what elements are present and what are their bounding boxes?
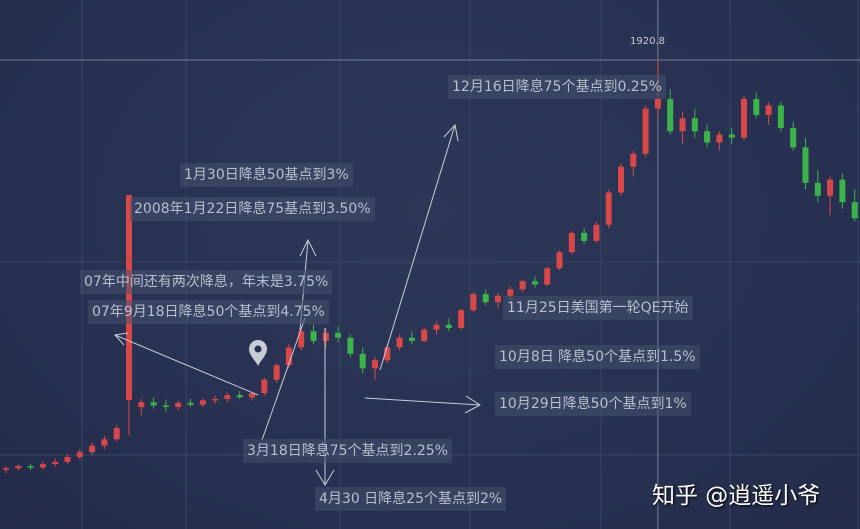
annotation-2007-year-end: 07年中间还有两次降息，年末是3.75% <box>80 270 333 294</box>
candle-body <box>716 134 723 143</box>
candle-body <box>679 118 686 132</box>
candle-body <box>113 428 120 440</box>
candle-body <box>593 224 600 241</box>
candle-body <box>691 118 698 132</box>
candle-body <box>556 252 563 269</box>
candle-body <box>273 365 280 380</box>
candle-body <box>76 452 83 458</box>
candle-body <box>519 281 526 290</box>
candle-body <box>64 457 71 462</box>
candle-body <box>285 347 292 366</box>
candle-body <box>236 395 243 398</box>
candle-body <box>52 461 59 465</box>
candle-body <box>433 324 440 330</box>
candles <box>3 60 858 474</box>
candle-body <box>704 131 711 143</box>
candle-body <box>581 232 588 241</box>
candle-body <box>482 294 489 303</box>
candle-body <box>162 405 169 408</box>
annotation-oct8: 10月8日 降息50个基点到1.5% <box>495 345 700 369</box>
candle-body <box>458 310 465 328</box>
candle-body <box>261 379 268 394</box>
candle-body <box>814 182 821 196</box>
annotation-jan22: 2008年1月22日降息75基点到3.50% <box>130 197 375 221</box>
candle-body <box>495 295 501 303</box>
candle-body <box>630 153 637 167</box>
map-pin-icon <box>249 340 267 366</box>
candle-body <box>175 402 182 408</box>
candle-body <box>777 105 784 128</box>
arrow-mar18 <box>261 317 306 441</box>
annotation-dec16: 12月16日降息75个基点到0.25% <box>448 75 666 99</box>
candle-body <box>249 393 255 398</box>
candle-body <box>753 98 760 116</box>
candle-body <box>790 128 797 148</box>
candle-body <box>15 466 22 469</box>
candle-body <box>802 147 809 183</box>
annotation-jan30: 1月30日降息50基点到3% <box>180 163 353 187</box>
candle-body <box>544 268 551 285</box>
candle-body <box>199 400 206 405</box>
candle-body <box>396 337 403 348</box>
candle-body <box>322 332 329 341</box>
candle-body <box>445 324 452 328</box>
candle-body <box>372 360 378 369</box>
candle-body <box>618 166 624 193</box>
candle-body <box>605 192 612 225</box>
candle-body <box>3 468 9 470</box>
candle-body <box>89 445 96 453</box>
candle-body <box>347 337 354 354</box>
candle-body <box>335 332 342 338</box>
peak-price-label: 1920.8 <box>630 36 665 47</box>
annotation-sep18: 07年9月18日降息50个基点到4.75% <box>88 300 329 324</box>
annotation-oct29: 10月29日降息50个基点到1% <box>495 392 691 416</box>
arrow-sep18 <box>114 332 259 396</box>
candle-body <box>408 337 415 341</box>
candle-body <box>728 134 735 138</box>
annotation-arrows <box>114 123 481 486</box>
candle-body <box>827 179 834 196</box>
candle-body <box>531 281 538 285</box>
candle-body <box>654 98 661 109</box>
candle-body <box>642 108 649 154</box>
candle-body <box>187 402 194 405</box>
candle-body <box>470 294 477 311</box>
candle-body <box>212 398 219 401</box>
candle-body <box>741 98 747 138</box>
watermark: 知乎 @逍遥小爷 <box>652 483 821 509</box>
candle-body <box>101 439 108 446</box>
candle-body <box>310 331 317 341</box>
candle-body <box>568 232 575 253</box>
candle-body <box>507 289 514 296</box>
candle-body <box>421 329 428 341</box>
annotation-mar18: 3月18日降息75个基点到2.25% <box>243 439 453 463</box>
candle-body <box>765 105 772 116</box>
candle-body <box>224 395 231 399</box>
arrow-dec16 <box>379 123 459 371</box>
candle-body <box>27 466 34 468</box>
candle-body <box>298 331 305 348</box>
candle-body <box>150 402 157 406</box>
candle-body <box>851 202 858 219</box>
arrow-oct29 <box>364 395 481 414</box>
candle-body <box>39 464 46 468</box>
candle-body <box>384 347 391 361</box>
candle-body <box>667 98 674 132</box>
annotation-apr30: 4月30 日降息25个基点到2% <box>315 487 507 511</box>
candle-body <box>839 179 846 203</box>
candle-body <box>126 195 132 400</box>
candle-body <box>138 402 145 408</box>
candle-body <box>359 353 366 369</box>
annotation-qe1: 11月25日美国第一轮QE开始 <box>503 296 693 320</box>
